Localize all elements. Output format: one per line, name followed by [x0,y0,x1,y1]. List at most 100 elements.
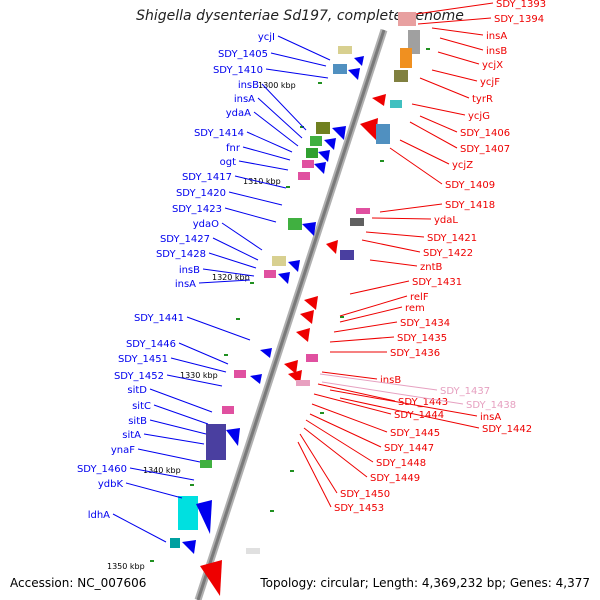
gene-label-left[interactable]: sitA [122,430,141,441]
gene-label-left-leader [178,342,229,365]
gene-label-left-leader [212,237,259,261]
gene-label-right[interactable]: ycjG [468,111,490,122]
accession-label: Accession: NC_007606 [10,576,147,590]
map-title: Shigella dysenteriae Sd197, complete gen… [136,8,464,24]
gene-label-right[interactable]: SDY_1394 [494,14,544,25]
gene-label-right[interactable]: insA [486,31,507,42]
gene-label-left-leader [198,279,251,284]
gene-label-left-leader [166,374,223,387]
gene-label-right[interactable]: zntB [420,262,443,273]
gene-label-right-faint[interactable]: SDY_1437 [440,386,490,397]
gene-label-left-leader [238,160,289,171]
kbp-tick-label: 1330 kbp [180,371,218,380]
gene-label-left[interactable]: ldhA [88,510,110,521]
gene-label-left[interactable]: SDY_1410 [213,65,263,76]
gene-label-right-leader [339,295,408,317]
gene-label-right[interactable]: SDY_1450 [340,489,390,500]
gene-label-left[interactable]: insA [234,94,255,105]
gene-label-right-leader [305,419,374,463]
right-gene-blocks [200,12,420,596]
gene-label-left-leader [143,433,205,445]
gene-label-right[interactable]: SDY_1434 [400,318,450,329]
gene-label-left[interactable]: sitD [127,385,147,396]
gene-label-left[interactable]: SDY_1417 [182,172,232,183]
gene-label-right[interactable]: SDY_1436 [390,348,440,359]
gene-label-right[interactable]: SDY_1447 [384,443,434,454]
gene-label-right-leader [311,403,388,433]
gene-label-left[interactable]: SDY_1423 [172,204,222,215]
gene-label-left[interactable]: sitC [132,401,151,412]
gene-label-left[interactable]: ydbK [98,479,124,490]
gene-label-right[interactable]: ydaL [434,215,458,226]
gene-label-left-leader [261,83,307,131]
gene-label-right[interactable]: insB [380,375,401,386]
genome-backbone-core [196,29,386,600]
gene-label-right[interactable]: tyrR [472,94,493,105]
gene-label-right[interactable]: SDY_1407 [460,144,510,155]
gene-label-right-faint[interactable]: SDY_1438 [466,400,516,411]
gene-label-left[interactable]: ydaO [193,219,219,230]
gene-label-left[interactable]: fnr [226,143,241,154]
gene-label-left[interactable]: SDY_1441 [134,313,184,324]
gene-label-right[interactable]: insB [486,46,507,57]
gene-label-right[interactable]: relF [410,292,429,303]
gene-label-right[interactable]: SDY_1431 [412,277,462,288]
gene-label-right-leader [389,147,443,185]
gene-label-right-faint[interactable]: SDY_1442 [482,424,532,435]
gene-label-left[interactable]: SDY_1420 [176,188,226,199]
gene-label-right[interactable]: ycjZ [452,160,473,171]
gene-label-right[interactable]: SDY_1448 [376,458,426,469]
gene-label-left[interactable]: insB [179,265,200,276]
gene-label-right[interactable]: SDY_1421 [427,233,477,244]
gene-label-right-leader [409,121,458,149]
gene-label-left-leader [270,52,327,67]
gene-label-left[interactable]: SDY_1452 [114,371,164,382]
kbp-tick-label: 1300 kbp [258,81,296,90]
gene-label-left[interactable]: SDY_1460 [77,464,127,475]
gene-label-right[interactable]: SDY_1435 [397,333,447,344]
gene-label-right[interactable]: SDY_1406 [460,128,510,139]
gene-label-right-faint-leader [339,397,480,429]
gene-label-left[interactable]: SDY_1428 [156,249,206,260]
gene-label-right-leader [297,441,332,508]
gene-label-left[interactable]: SDY_1427 [160,234,210,245]
gene-label-left[interactable]: SDY_1405 [218,49,268,60]
gene-label-left-leader [246,131,293,153]
gene-label-left[interactable]: SDY_1414 [194,128,244,139]
gene-label-right[interactable]: SDY_1453 [334,503,384,514]
gene-label-right[interactable]: SDY_1449 [370,473,420,484]
gene-label-left[interactable]: insB [238,80,259,91]
left-label-group: ycjI SDY_1405 SDY_1410 insB insA ydaA SDY_1414… [77,32,331,543]
gene-label-right[interactable]: SDY_1443 [398,397,448,408]
kbp-tick-label: 1320 kbp [212,273,250,282]
gene-label-right[interactable]: SDY_1445 [390,428,440,439]
gene-label-left-leader [257,97,303,139]
gene-label-right[interactable]: SDY_1409 [445,180,495,191]
gene-label-left[interactable]: ydaA [226,108,251,119]
gene-label-left[interactable]: insA [175,279,196,290]
gene-label-right[interactable]: SDY_1393 [496,0,546,10]
gene-label-right[interactable]: rem [405,303,425,314]
gene-label-left-leader [202,268,255,277]
gene-label-right-leader [309,413,382,448]
gene-label-left[interactable]: SDY_1451 [118,354,168,365]
gene-label-left-leader [129,467,195,481]
gene-label-right-leader [399,139,450,165]
gene-label-right-leader [415,2,494,15]
gene-label-left[interactable]: sitB [128,416,147,427]
gene-label-right[interactable]: SDY_1422 [423,248,473,259]
gene-label-left[interactable]: ycjI [258,32,275,43]
feature-ticks [150,48,430,562]
gene-label-right[interactable]: SDY_1418 [445,200,495,211]
gene-label-right[interactable]: ycjX [482,60,503,71]
gene-label-right-leader [349,280,410,295]
gene-label-right-faint[interactable]: insA [480,412,501,423]
gene-label-left-leader [208,252,257,269]
gene-label-left[interactable]: SDY_1446 [126,339,176,350]
gene-label-right[interactable]: ycjF [480,77,500,88]
gene-label-right-leader [313,393,392,415]
gene-label-right-leader [303,427,368,478]
gene-label-left[interactable]: ynaF [111,445,135,456]
gene-label-left[interactable]: ogt [220,157,236,168]
